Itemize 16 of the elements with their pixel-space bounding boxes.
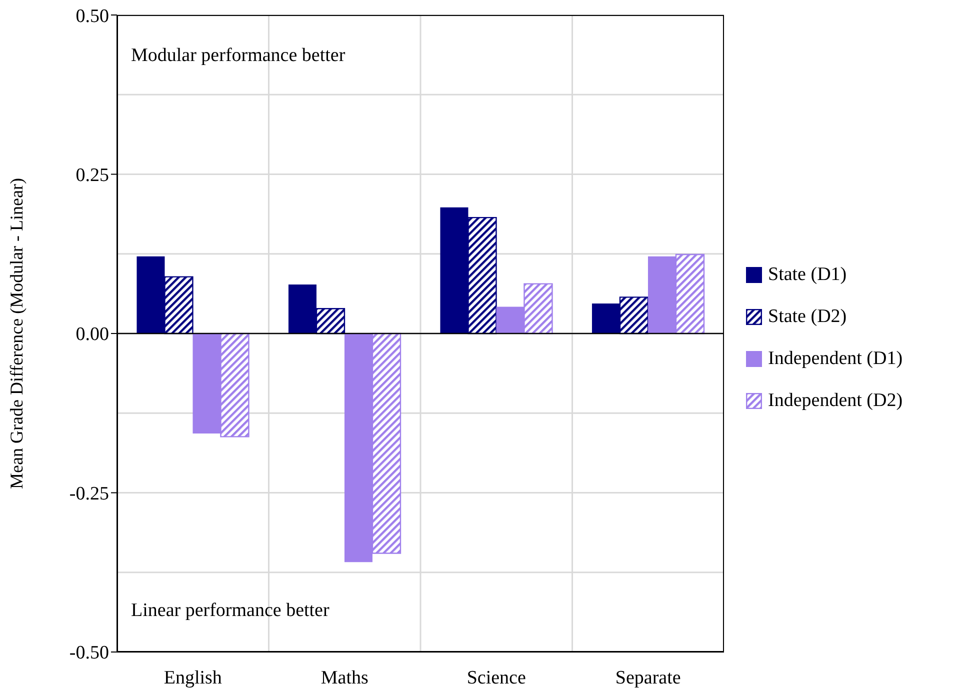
x-tick-label: Maths	[320, 667, 368, 688]
x-tick-label: English	[164, 667, 222, 688]
y-tick-label: 0.50	[76, 6, 109, 27]
y-tick-label: 0.00	[76, 324, 109, 346]
x-tick-label: Separate	[615, 667, 681, 688]
legend-label: Independent (D2)	[768, 390, 903, 412]
y-tick-label: -0.50	[69, 642, 109, 664]
y-tick-label: -0.25	[69, 483, 109, 504]
annotation: Linear performance better	[131, 600, 330, 622]
legend-label: State (D2)	[768, 306, 847, 328]
annotation: Modular performance better	[131, 45, 346, 67]
legend-label: State (D1)	[768, 264, 847, 286]
y-tick-label: 0.25	[76, 164, 109, 186]
x-tick-label: Science	[466, 667, 526, 688]
y-axis-title: Mean Grade Difference (Modular - Linear)	[6, 178, 26, 490]
legend-label: Independent (D1)	[768, 348, 903, 370]
